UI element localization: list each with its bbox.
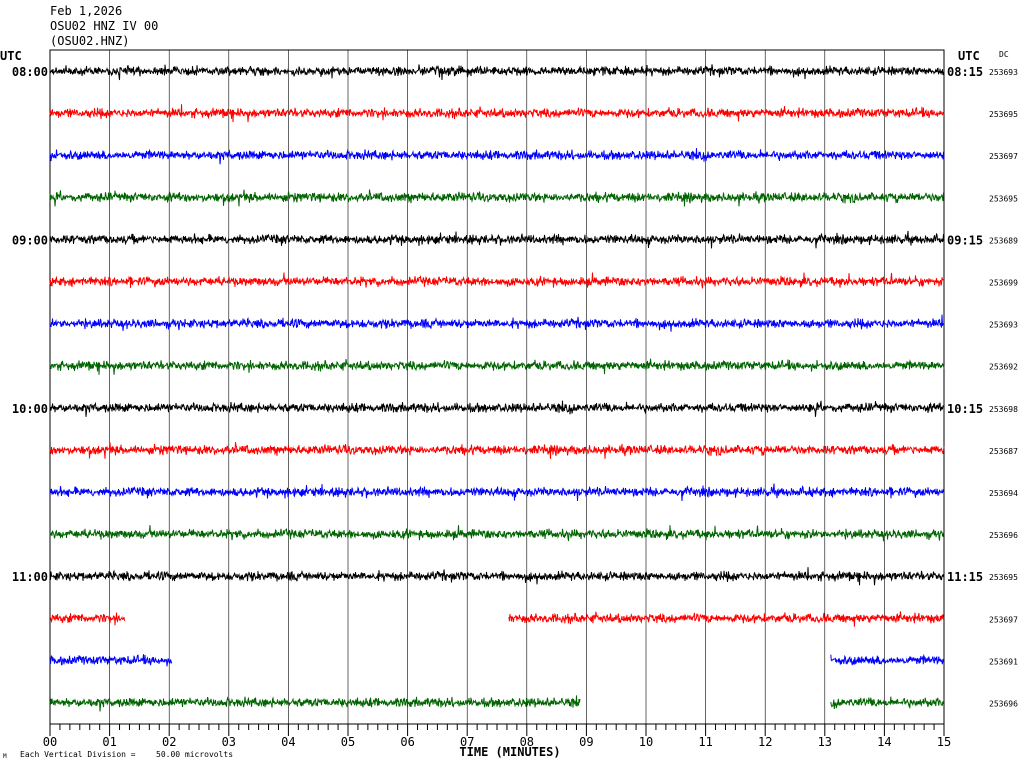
plot-frame: [49, 49, 945, 725]
row-time-left: 09:00: [12, 233, 48, 247]
x-tick-label: 05: [341, 735, 355, 749]
x-tick-label: 11: [698, 735, 712, 749]
trace-line: [49, 148, 945, 165]
trace-line: [49, 189, 945, 207]
trace-line: [49, 525, 945, 542]
trace-line: [49, 567, 945, 586]
row-time-left: 08:00: [12, 65, 48, 79]
header-station: OSU02 HNZ IV 00: [50, 19, 158, 33]
x-tick-label: 02: [162, 735, 176, 749]
trace-line: [49, 230, 945, 249]
trace-line: [49, 612, 125, 626]
header-code: (OSU02.HNZ): [50, 34, 129, 48]
trace-line: [49, 64, 945, 81]
x-tick-label: 13: [818, 735, 832, 749]
row-dc-value: 253695: [989, 110, 1018, 119]
row-time-right: 08:15: [947, 65, 983, 79]
row-time-right: 10:15: [947, 402, 983, 416]
row-dc-value: 253695: [989, 194, 1018, 203]
small-mark: M: [3, 753, 7, 760]
x-tick-label: 12: [758, 735, 772, 749]
trace-line: [49, 400, 945, 417]
x-tick-label: 14: [877, 735, 891, 749]
trace-line: [49, 442, 945, 459]
x-tick-label: 01: [102, 735, 116, 749]
row-dc-value: 253698: [989, 405, 1018, 414]
trace-line: [830, 653, 945, 666]
x-axis-label: TIME (MINUTES): [459, 745, 560, 759]
trace-line: [49, 695, 581, 712]
row-dc-value: 253694: [989, 489, 1018, 498]
chart-header: Feb 1,2026 OSU02 HNZ IV 00 (OSU02.HNZ): [50, 4, 158, 48]
x-tick-label: 09: [579, 735, 593, 749]
trace-line: [49, 272, 945, 289]
trace-line: [49, 104, 945, 123]
x-tick-label: 04: [281, 735, 295, 749]
row-dc-value: 253695: [989, 573, 1018, 582]
utc-left-label: UTC: [0, 49, 22, 63]
row-time-right: 11:15: [947, 570, 983, 584]
scale-value: 50.00 microvolts: [156, 750, 233, 759]
trace-line: [49, 358, 945, 375]
row-dc-value: 253697: [989, 615, 1018, 624]
row-time-left: 11:00: [12, 570, 48, 584]
trace-line: [49, 654, 173, 667]
row-dc-value: 253689: [989, 236, 1018, 245]
x-tick-label: 07: [460, 735, 474, 749]
x-tick-label: 06: [400, 735, 414, 749]
row-dc-value: 253692: [989, 363, 1018, 372]
row-dc-value: 253687: [989, 447, 1018, 456]
row-labels: 08:00 08:15 253693 253695 253697 253695 09:00 0…: [12, 65, 1018, 709]
x-tick-label: 15: [937, 735, 951, 749]
header-date: Feb 1,2026: [50, 4, 122, 18]
time-axis: 00 01 02 03 04 05 06 07 08 09 10 11 12 13 14 15: [43, 723, 951, 749]
x-tick-label: 00: [43, 735, 57, 749]
row-time-left: 10:00: [12, 402, 48, 416]
row-dc-value: 253696: [989, 700, 1018, 709]
x-tick-label: 10: [639, 735, 653, 749]
x-tick-label: 08: [520, 735, 534, 749]
row-dc-value: 253693: [989, 68, 1018, 77]
trace-line: [830, 696, 945, 710]
plot-grid: [49, 49, 945, 725]
row-dc-value: 253696: [989, 531, 1018, 540]
row-dc-value: 253693: [989, 321, 1018, 330]
row-dc-value: 253697: [989, 152, 1018, 161]
trace-rows: [49, 64, 945, 712]
row-dc-value: 253699: [989, 279, 1018, 288]
dc-label: DC: [999, 50, 1009, 59]
utc-right-label: UTC: [958, 49, 980, 63]
scale-note: Each Vertical Division =: [20, 750, 136, 759]
trace-line: [508, 611, 945, 627]
trace-line: [49, 314, 945, 332]
trace-line: [49, 483, 945, 502]
row-dc-value: 253691: [989, 657, 1018, 666]
row-time-right: 09:15: [947, 233, 983, 247]
x-tick-label: 03: [222, 735, 236, 749]
